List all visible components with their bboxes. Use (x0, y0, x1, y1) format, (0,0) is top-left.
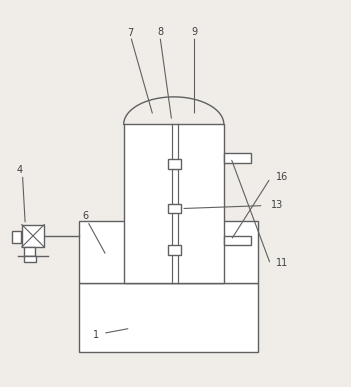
Text: 4: 4 (17, 165, 23, 175)
Text: 7: 7 (127, 28, 134, 38)
Bar (168, 159, 181, 169)
Text: 1: 1 (93, 330, 99, 340)
Text: 13: 13 (271, 200, 283, 209)
Text: 9: 9 (191, 27, 198, 37)
Bar (168, 245, 181, 255)
Bar (24, 247, 35, 256)
Bar (168, 204, 181, 213)
Bar (12, 231, 21, 243)
Bar (224, 236, 252, 245)
Bar (79, 221, 258, 283)
Bar (22, 224, 44, 247)
Text: 16: 16 (276, 172, 288, 182)
Text: 6: 6 (82, 211, 88, 221)
Text: 11: 11 (276, 258, 288, 267)
Bar (224, 153, 252, 163)
Text: 8: 8 (157, 27, 163, 37)
Bar (124, 124, 224, 283)
Bar (79, 283, 258, 353)
Bar (24, 256, 36, 262)
